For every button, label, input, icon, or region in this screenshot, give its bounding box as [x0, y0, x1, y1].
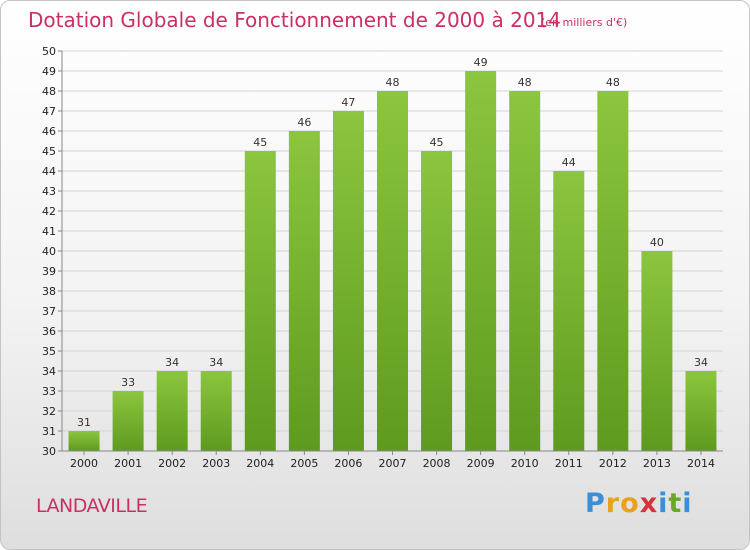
y-tick-label: 36 — [42, 325, 56, 338]
logo-letter: P — [585, 488, 606, 519]
place-name: LANDAVILLE — [36, 495, 148, 517]
bar — [685, 371, 717, 451]
x-tick-label: 2008 — [423, 457, 451, 470]
bar-layer: 31 33 34 34 45 46 47 48 45 49 48 44 48 40 34 — [68, 56, 717, 451]
x-tick-label: 2009 — [467, 457, 495, 470]
y-tick-label: 41 — [42, 225, 56, 238]
value-label: 31 — [77, 416, 91, 429]
value-label: 48 — [386, 76, 400, 89]
y-tick-label: 39 — [42, 265, 56, 278]
y-tick-label: 40 — [42, 245, 56, 258]
x-tick-label: 2006 — [334, 457, 362, 470]
value-label: 34 — [165, 356, 179, 369]
value-label: 44 — [562, 156, 576, 169]
y-tick-label: 33 — [42, 385, 56, 398]
bar — [553, 171, 585, 451]
logo-letter: o — [620, 488, 640, 519]
x-tick-label: 2002 — [158, 457, 186, 470]
y-tick-label: 31 — [42, 425, 56, 438]
x-tick-label: 2013 — [643, 457, 671, 470]
logo-letter: x — [639, 488, 659, 519]
x-tick-label: 2007 — [379, 457, 407, 470]
y-tick-label: 47 — [42, 105, 56, 118]
value-label: 48 — [606, 76, 620, 89]
x-tick-label: 2010 — [511, 457, 539, 470]
value-label: 46 — [297, 116, 311, 129]
proxiti-logo: Proxiti — [585, 488, 693, 519]
x-tick-label: 2005 — [290, 457, 318, 470]
bar — [200, 371, 232, 451]
y-tick-label: 44 — [42, 165, 56, 178]
bar — [68, 431, 100, 451]
bar — [332, 111, 364, 451]
logo-letter: r — [605, 488, 621, 519]
y-tick-label: 30 — [42, 445, 56, 458]
chart-subtitle: (en milliers d'€) — [541, 16, 627, 29]
value-label: 47 — [341, 96, 355, 109]
x-tick-label: 2014 — [687, 457, 715, 470]
logo-letter: t — [668, 488, 683, 519]
value-label: 34 — [209, 356, 223, 369]
bar — [421, 151, 453, 451]
bar — [244, 151, 276, 451]
bar — [288, 131, 320, 451]
y-tick-label: 46 — [42, 125, 56, 138]
bar — [465, 71, 497, 451]
y-tick-label: 32 — [42, 405, 56, 418]
x-tick-label: 2003 — [202, 457, 230, 470]
y-tick-label: 34 — [42, 365, 56, 378]
y-tick-label: 50 — [42, 45, 56, 58]
bar — [156, 371, 188, 451]
y-tick-label: 49 — [42, 65, 56, 78]
bar — [509, 91, 541, 451]
value-label: 33 — [121, 376, 135, 389]
y-tick-label: 35 — [42, 345, 56, 358]
y-tick-label: 37 — [42, 305, 56, 318]
y-tick-label: 43 — [42, 185, 56, 198]
x-tick-label: 2000 — [70, 457, 98, 470]
x-tick-label: 2001 — [114, 457, 142, 470]
bar — [377, 91, 408, 451]
axis-layer: 30 31 32 33 34 35 36 37 38 39 40 41 42 43 44 45 46 47 48 49… — [42, 45, 723, 470]
value-label: 48 — [518, 76, 532, 89]
value-label: 45 — [430, 136, 444, 149]
value-label: 40 — [650, 236, 664, 249]
value-label: 34 — [694, 356, 708, 369]
bar — [597, 91, 629, 451]
logo-letter: i — [658, 488, 669, 519]
value-label: 45 — [253, 136, 267, 149]
x-tick-label: 2004 — [246, 457, 274, 470]
x-tick-label: 2011 — [555, 457, 583, 470]
y-tick-label: 38 — [42, 285, 56, 298]
x-tick-label: 2012 — [599, 457, 627, 470]
value-label: 49 — [474, 56, 488, 69]
y-tick-label: 48 — [42, 85, 56, 98]
logo-letter: i — [682, 488, 693, 519]
y-tick-label: 45 — [42, 145, 56, 158]
y-tick-label: 42 — [42, 205, 56, 218]
bar — [641, 251, 673, 451]
chart-title: Dotation Globale de Fonctionnement de 20… — [28, 8, 561, 32]
bar — [112, 391, 144, 451]
